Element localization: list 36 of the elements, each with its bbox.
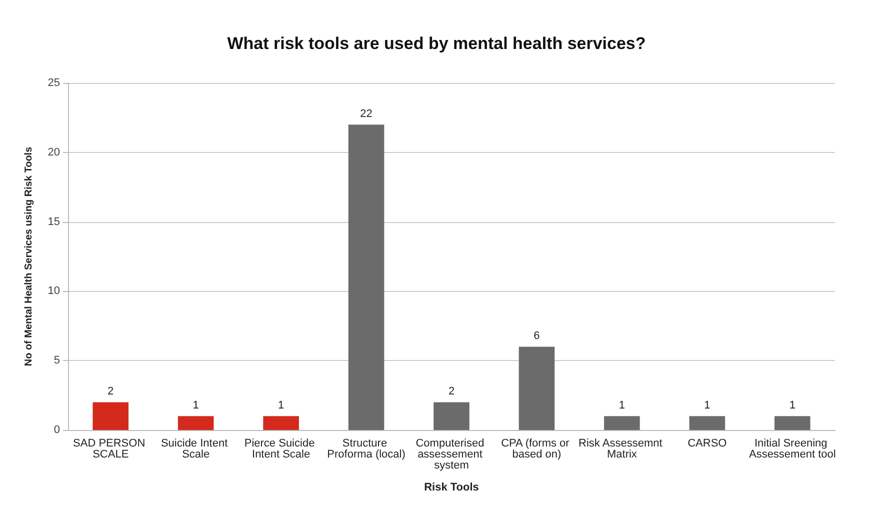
bar — [92, 402, 129, 430]
y-tick-label: 25 — [48, 77, 60, 89]
bar — [263, 416, 299, 430]
data-label: 1 — [704, 400, 710, 412]
x-tick-label: Risk Assessemnt Matrix — [578, 438, 666, 460]
x-tick-label: Initial Sreening Assessement tool — [748, 438, 836, 460]
x-tick-label: Pierce Suicide Intent Scale — [244, 438, 318, 460]
bar — [774, 416, 810, 430]
y-tick-label: 10 — [48, 285, 60, 298]
bar — [689, 416, 726, 430]
x-axis-title: Risk Tools — [424, 482, 479, 494]
y-tick-label: 5 — [54, 354, 60, 367]
x-tick-label: Computerised assessement system — [416, 438, 488, 472]
bar — [348, 124, 384, 430]
data-label: 2 — [448, 386, 455, 398]
data-label: 1 — [618, 400, 626, 412]
data-label: 6 — [534, 330, 540, 342]
x-tick-label: CARSO — [688, 438, 728, 450]
y-tick-label: 0 — [54, 424, 60, 436]
bar — [178, 416, 214, 430]
x-tick-label: SAD PERSON SCALE — [73, 438, 148, 460]
data-label: 22 — [360, 108, 372, 120]
data-label: 1 — [192, 400, 199, 412]
data-label: 1 — [278, 400, 284, 412]
bar — [518, 346, 555, 430]
bar — [604, 416, 640, 430]
x-tick-label: Structure Proforma (local) — [327, 438, 406, 460]
x-tick-label: Suicide Intent Scale — [160, 438, 231, 460]
data-label: 2 — [108, 386, 114, 398]
bar — [434, 402, 470, 430]
y-axis-title: No of Mental Health Services using Risk Tools — [24, 146, 34, 366]
chart-title: What risk tools are used by mental health services? — [227, 34, 646, 53]
y-tick-label: 20 — [48, 146, 60, 158]
data-label: 1 — [789, 400, 796, 412]
y-tick-label: 15 — [48, 216, 60, 228]
x-tick-label: CPA (forms or based on) — [501, 438, 572, 460]
